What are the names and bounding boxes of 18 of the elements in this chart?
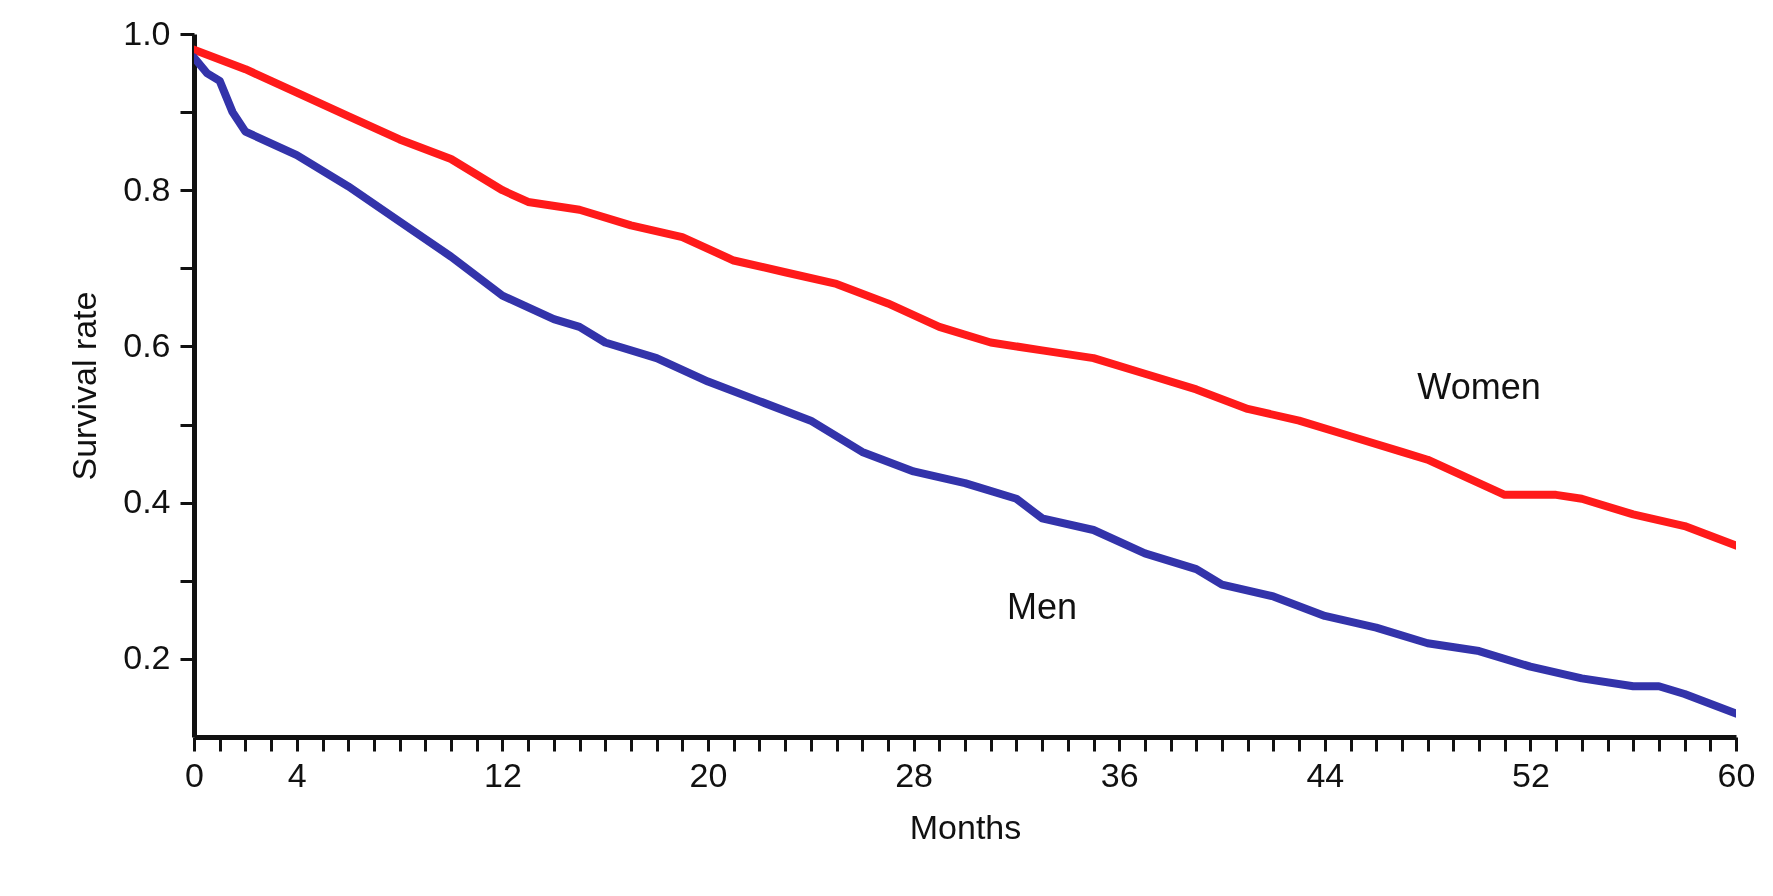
y-axis-title: Survival rate	[65, 291, 104, 481]
x-tick-label: 4	[287, 755, 307, 794]
x-tick-label: 0	[185, 755, 204, 794]
y-tick-label: 0.4	[123, 482, 171, 521]
x-tick-label: 60	[1717, 755, 1756, 794]
x-tick-label: 28	[895, 755, 934, 794]
x-tick-label: 36	[1100, 755, 1139, 794]
x-axis-title: Months	[909, 807, 1022, 846]
series-label: Men	[1007, 586, 1078, 628]
x-tick-label: 44	[1306, 755, 1345, 794]
series-label: Women	[1417, 366, 1541, 408]
y-tick-label: 0.2	[123, 638, 171, 677]
x-tick-label: 52	[1511, 755, 1550, 794]
x-tick-label: 12	[483, 755, 522, 794]
y-tick-label: 1.0	[123, 13, 171, 52]
y-tick-label: 0.6	[123, 325, 171, 364]
y-tick-label: 0.8	[123, 169, 171, 208]
x-tick-label: 20	[689, 755, 728, 794]
